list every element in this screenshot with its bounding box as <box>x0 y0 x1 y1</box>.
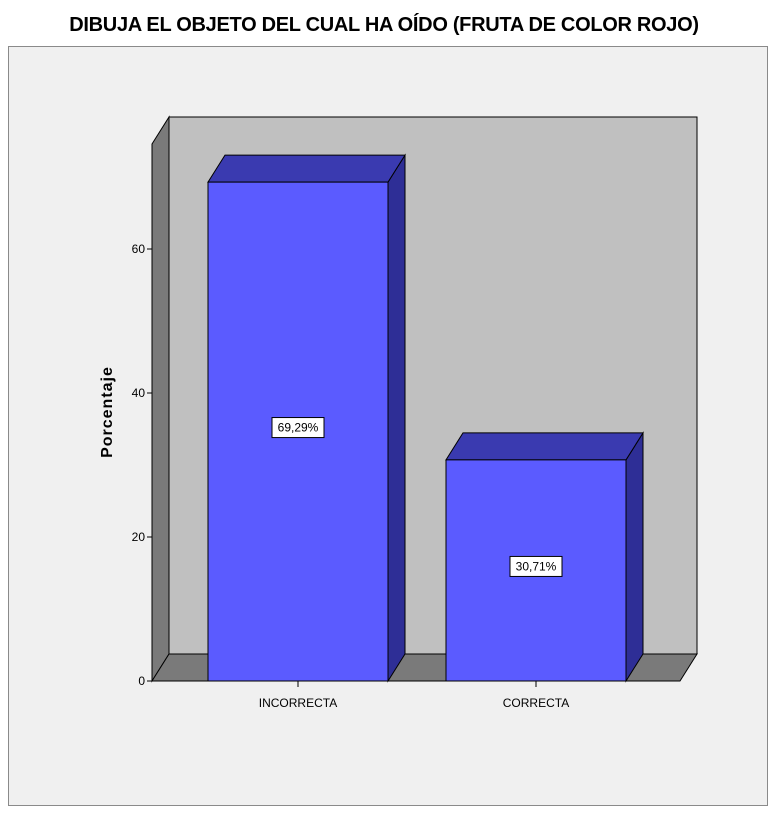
side-wall <box>151 115 170 683</box>
y-tick-label-40: 40 <box>132 386 146 400</box>
bars <box>207 153 644 683</box>
x-tick-label-incorrecta: INCORRECTA <box>259 696 337 710</box>
bar-top-face <box>207 154 406 183</box>
y-axis: 0 20 40 60 <box>132 144 153 688</box>
y-tick-label-60: 60 <box>132 242 146 256</box>
data-label-incorrecta: 69,29% <box>278 421 319 435</box>
data-label-box <box>271 417 325 439</box>
y-tick-label-20: 20 <box>132 530 146 544</box>
bar-incorrecta <box>207 153 406 683</box>
labels: 69,29% INCORRECTA 30,71% CORRECTA <box>259 417 569 710</box>
y-tick-label-0: 0 <box>138 674 145 688</box>
bar-side-face <box>387 153 406 683</box>
x-tick-label-correcta: CORRECTA <box>503 696 569 710</box>
bar-top-face <box>445 432 644 461</box>
y-axis-label: Porcentaje <box>99 366 116 458</box>
bar-side-face <box>625 431 644 683</box>
data-label-box <box>509 555 563 577</box>
data-label-correcta: 30,71% <box>516 559 557 573</box>
chart-title: DIBUJA EL OBJETO DEL CUAL HA OÍDO (FRUTA… <box>69 14 699 36</box>
